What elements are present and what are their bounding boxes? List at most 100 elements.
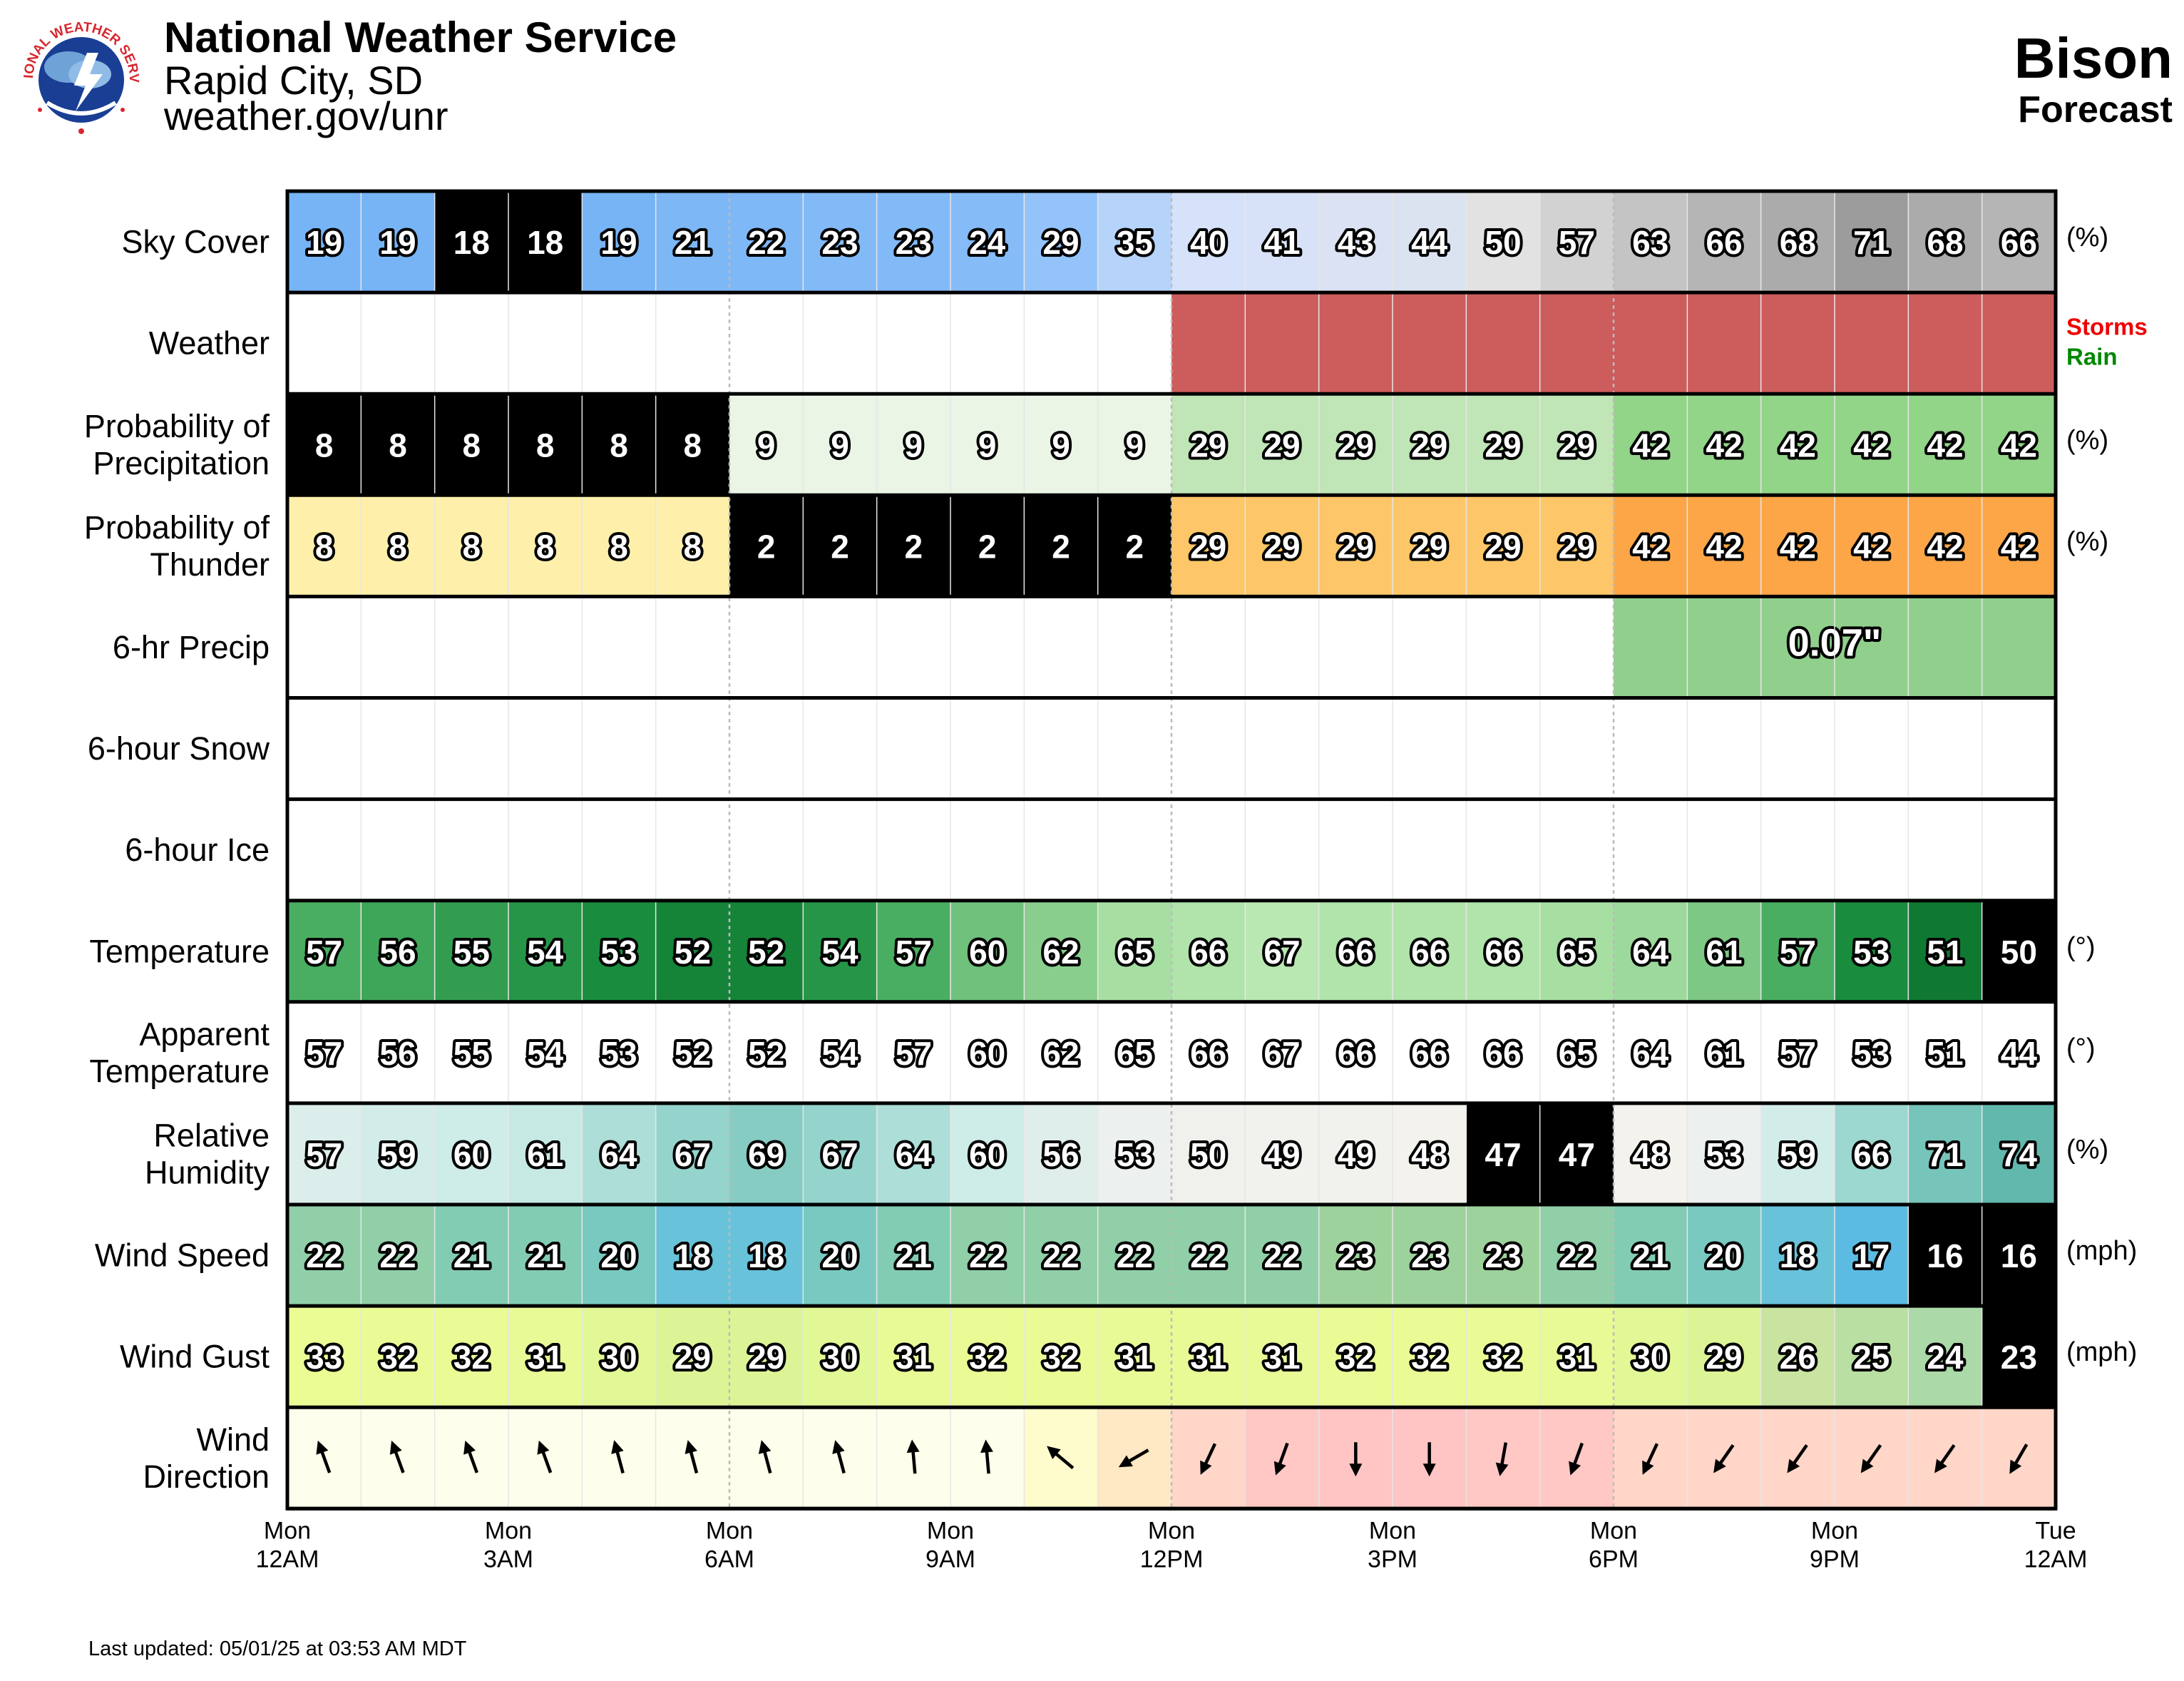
row-gust-cell <box>508 1306 583 1408</box>
x-tick-time: 12AM <box>256 1545 319 1573</box>
row-temp-value: 66 <box>1190 934 1226 971</box>
row-ice-label: 6-hour Ice <box>125 832 270 868</box>
row-gust-value: 33 <box>306 1339 342 1376</box>
row-sky-cell <box>1982 191 2056 293</box>
row-weather-cell <box>1614 292 1688 394</box>
row-temp-cell <box>1908 900 1983 1002</box>
row-wspd-value: 21 <box>896 1237 932 1274</box>
row-apparent-value: 57 <box>306 1035 342 1072</box>
row-thunder-value: 29 <box>1338 528 1374 565</box>
row-rh-cell <box>287 1103 362 1205</box>
row-pop-label: Precipitation <box>93 445 270 481</box>
x-tick-day: Tue <box>2035 1517 2076 1544</box>
row-sky-unit: (%) <box>2066 223 2108 252</box>
row-wspd-value: 18 <box>675 1237 711 1274</box>
row-temp-unit: (°) <box>2066 932 2096 962</box>
row-temp-cell <box>1687 900 1762 1002</box>
row-apparent-value: 66 <box>1411 1035 1447 1072</box>
row-sky-cell <box>1318 191 1393 293</box>
row-wspd-cell <box>508 1205 583 1307</box>
row-rh-cell <box>1539 1103 1614 1205</box>
row-thunder-value: 2 <box>831 528 849 565</box>
row-gust-cell <box>1466 1306 1541 1408</box>
row-thunder-cell <box>361 495 436 597</box>
row-sky-cell <box>1614 191 1688 293</box>
x-tick-time: 3PM <box>1368 1545 1417 1573</box>
row-wspd-value: 22 <box>1559 1237 1595 1274</box>
row-wspd-cell <box>950 1205 1025 1307</box>
row-gust-value: 24 <box>1927 1339 1964 1376</box>
row-thunder-value: 29 <box>1190 528 1226 565</box>
row-sky-value: 63 <box>1632 224 1668 261</box>
wind-direction-arrow <box>2009 1444 2029 1474</box>
row-temp-value: 65 <box>1559 934 1595 971</box>
row-apparent-cell <box>1097 1001 1172 1103</box>
row-temp-cell <box>1835 900 1909 1002</box>
row-temp-cell <box>361 900 436 1002</box>
wind-direction-arrow <box>685 1440 699 1474</box>
row-sky-value: 66 <box>1706 224 1742 261</box>
row-sky-cell <box>1835 191 1909 293</box>
row-rh-cell <box>1835 1103 1909 1205</box>
row-gust-cell <box>729 1306 804 1408</box>
row-sky-cell <box>1393 191 1467 293</box>
row-temp-cell <box>1982 900 2056 1002</box>
wind-direction-arrow <box>389 1440 405 1473</box>
row-pop-value: 8 <box>610 426 628 464</box>
row-temp-cell <box>876 900 951 1002</box>
row-apparent-label: Temperature <box>89 1053 270 1089</box>
row-temp-value: 61 <box>1706 934 1742 971</box>
row-temp-value: 65 <box>1117 934 1153 971</box>
row-pop-cell <box>434 394 509 496</box>
row-thunder-value: 42 <box>1706 528 1742 565</box>
row-rh-cell <box>1393 1103 1467 1205</box>
office-url[interactable]: weather.gov/unr <box>164 93 448 138</box>
row-pop-value: 29 <box>1338 426 1374 464</box>
row-wspd-cell <box>1024 1205 1099 1307</box>
row-apparent-cell <box>361 1001 436 1103</box>
row-weather-cell <box>1687 292 1762 394</box>
row-apparent-value: 54 <box>821 1035 858 1072</box>
row-wspd-cell <box>803 1205 878 1307</box>
row-wspd-cell <box>361 1205 436 1307</box>
row-rh-value: 47 <box>1485 1136 1521 1173</box>
row-wspd-cell <box>1539 1205 1614 1307</box>
wind-direction-arrow <box>1495 1442 1509 1476</box>
row-pop-cell <box>1835 394 1909 496</box>
row-wspd-value: 21 <box>527 1237 563 1274</box>
row-sky-value: 66 <box>2001 224 2037 261</box>
row-thunder-label: Probability of <box>84 509 270 546</box>
x-tick-day: Mon <box>485 1517 532 1544</box>
row-apparent-value: 52 <box>675 1035 711 1072</box>
row-sky-value: 19 <box>306 224 342 261</box>
row-rh-cell <box>729 1103 804 1205</box>
row-wspd-value: 21 <box>1632 1237 1668 1274</box>
x-tick-time: 12PM <box>1140 1545 1204 1573</box>
row-apparent-cell <box>582 1001 657 1103</box>
row-gust-value: 30 <box>600 1339 637 1376</box>
row-wspd-cell <box>1687 1205 1762 1307</box>
office-name: Rapid City, SD <box>164 58 424 103</box>
row-rh-value: 56 <box>1042 1136 1079 1173</box>
row-temp-value: 54 <box>821 934 858 971</box>
row-apparent-value: 55 <box>453 1035 490 1072</box>
row-apparent-value: 67 <box>1263 1035 1300 1072</box>
row-thunder-value: 42 <box>1632 528 1668 565</box>
row-temp-cell <box>582 900 657 1002</box>
row-wspd-cell <box>1614 1205 1688 1307</box>
row-sky-cell <box>655 191 730 293</box>
row-temp-value: 56 <box>379 934 416 971</box>
row-gust-cell <box>434 1306 509 1408</box>
row-rh-cell <box>1466 1103 1541 1205</box>
row-apparent-value: 53 <box>1853 1035 1890 1072</box>
row-gust-value: 30 <box>1632 1339 1668 1376</box>
row-wspd-value: 22 <box>1117 1237 1153 1274</box>
row-apparent-cell <box>1982 1001 2056 1103</box>
row-thunder-cell <box>1835 495 1909 597</box>
row-rh-value: 60 <box>453 1136 490 1173</box>
row-sky-value: 23 <box>896 224 932 261</box>
row-temp-value: 52 <box>748 934 784 971</box>
row-sky-value: 40 <box>1190 224 1226 261</box>
row-pop-value: 8 <box>315 426 334 464</box>
row-gust-cell <box>1760 1306 1835 1408</box>
